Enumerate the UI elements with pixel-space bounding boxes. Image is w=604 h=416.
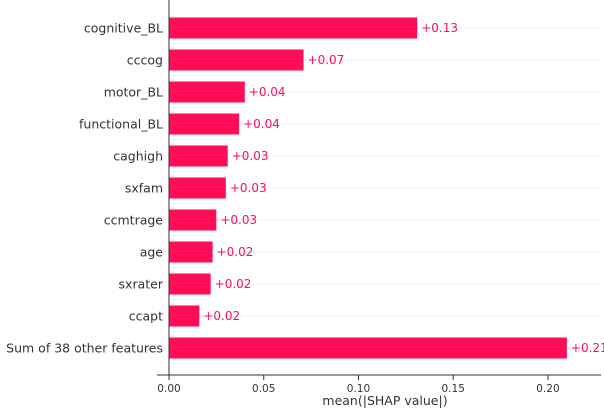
axes	[157, 0, 601, 376]
bar-value-label: +0.03	[230, 181, 267, 195]
bar	[169, 177, 226, 199]
bar	[169, 81, 245, 103]
value-labels: +0.13 +0.07 +0.04 +0.04 +0.03 +0.03 +0.03 +0.02…	[203, 21, 604, 355]
x-tick-label: 0.10	[347, 383, 370, 395]
bar	[169, 113, 240, 135]
category-label: cccog	[127, 53, 163, 68]
bar-value-label: +0.04	[243, 117, 280, 131]
bar	[169, 209, 217, 231]
category-label: sxrater	[119, 277, 164, 292]
category-label: ccapt	[129, 309, 163, 324]
x-tick-label: 0.15	[442, 383, 465, 395]
category-label: sxfam	[125, 181, 163, 196]
x-tick-label: 0.00	[157, 383, 180, 395]
bar-value-label: +0.02	[203, 309, 240, 323]
category-label: Sum of 38 other features	[6, 341, 163, 356]
category-label: caghigh	[113, 149, 163, 164]
category-label: age	[140, 245, 164, 260]
bar	[169, 241, 213, 263]
bar-value-label: +0.04	[249, 85, 286, 99]
bar-value-label: +0.03	[232, 149, 269, 163]
bars	[169, 17, 567, 359]
bar	[169, 305, 200, 327]
category-label: cognitive_BL	[84, 21, 163, 36]
bar-value-label: +0.13	[421, 21, 458, 35]
category-label: functional_BL	[79, 117, 163, 132]
x-tick-label: 0.05	[252, 383, 275, 395]
bar	[169, 17, 418, 39]
bar-value-label: +0.02	[217, 245, 254, 259]
bar-value-label: +0.02	[215, 277, 252, 291]
bar	[169, 145, 228, 167]
bar-value-label: +0.21	[571, 341, 604, 355]
category-label: motor_BL	[104, 85, 163, 100]
bar	[169, 273, 211, 295]
bar-value-label: +0.07	[308, 53, 345, 67]
x-ticks: 0.00 0.05 0.10 0.15 0.20	[157, 375, 560, 395]
bar-value-label: +0.03	[220, 213, 257, 227]
bar	[169, 49, 304, 71]
x-axis-label: mean(|SHAP value|)	[322, 393, 447, 408]
bar	[169, 337, 567, 359]
category-label: ccmtrage	[104, 213, 164, 228]
x-tick-label: 0.20	[536, 383, 559, 395]
